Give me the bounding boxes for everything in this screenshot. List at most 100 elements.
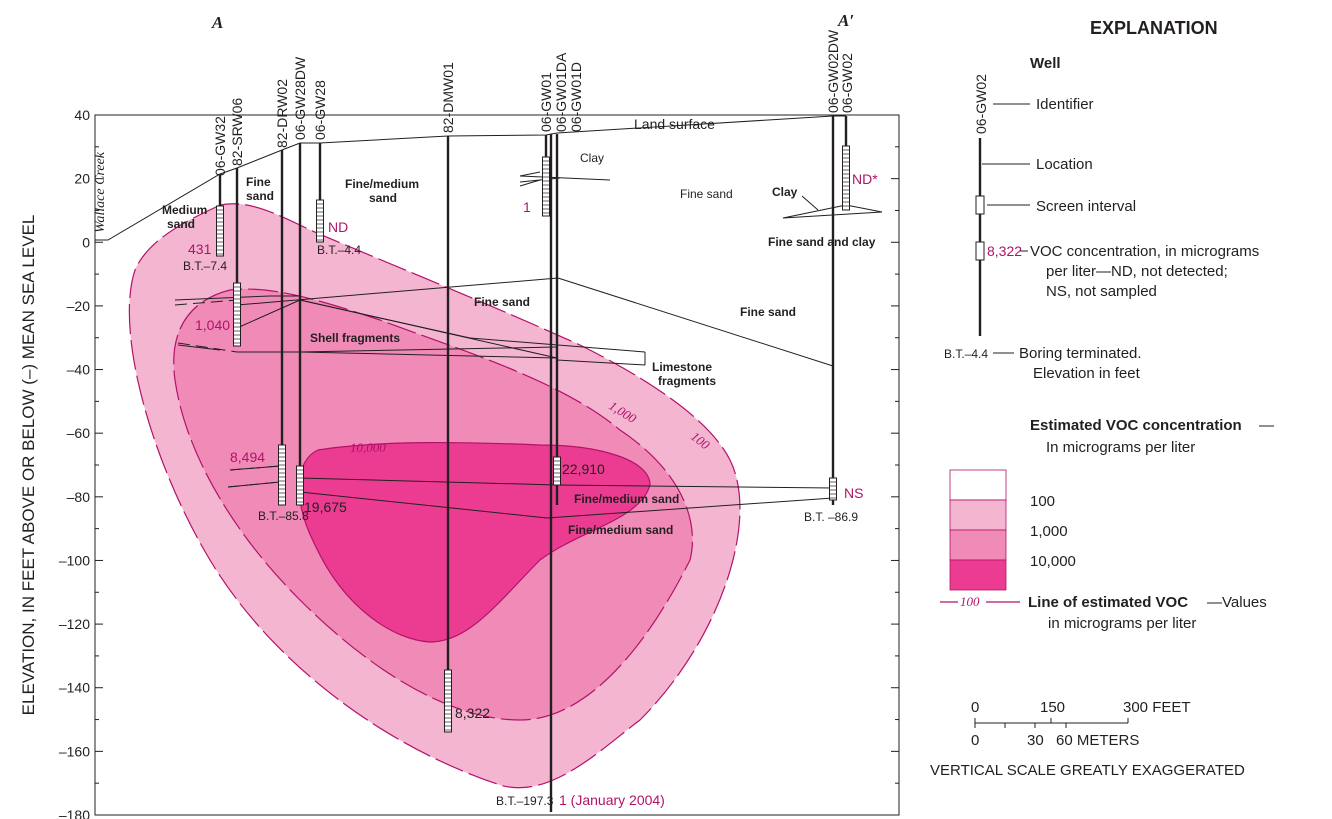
legend-line-sub: in micrograms per liter (1048, 615, 1196, 632)
shell-fragments-label: Shell fragments (310, 331, 400, 345)
medium-sand-label-2: sand (167, 217, 195, 231)
lithology-labels: Land surface Clay Fine sand Clay Fine sa… (162, 116, 876, 537)
screen-interval (829, 477, 837, 501)
well-label-06-gw32: 06-GW32 (212, 116, 228, 176)
well-label-06-gw01: 06-GW01 (538, 72, 554, 132)
conc-82-dmw01: 8,322 (455, 705, 490, 721)
legend-est-heading: Estimated VOC concentration (1030, 417, 1242, 434)
fine-medium-sand-label-2: sand (369, 191, 397, 205)
land-surface-line (95, 115, 846, 241)
y-tick-label: –40 (67, 362, 91, 378)
scale-feet-150: 150 (1040, 699, 1065, 716)
y-tick-label: –160 (59, 743, 90, 759)
y-tick-label: –140 (59, 680, 90, 696)
legend-voc-line3: NS, not sampled (1046, 283, 1157, 300)
isoline-label-10000: 10,000 (350, 440, 386, 455)
lithology-lines (95, 115, 883, 519)
legend-swatch-label: 100 (1030, 493, 1055, 510)
bt-82-drw02: B.T.–85.8 (258, 509, 309, 523)
bt-06-gw28: B.T.–4.4 (317, 243, 361, 257)
legend-line-rest: —Values (1207, 594, 1267, 611)
scale-feet-0: 0 (971, 699, 979, 716)
well-label-82-drw02: 82-DRW02 (274, 79, 290, 148)
scale-bar: 0 150 300 FEET 0 30 60 METERS VERTICAL S… (930, 699, 1245, 779)
conc-82-srw06: 1,040 (195, 317, 230, 333)
scale-meters-60: 60 METERS (1056, 732, 1139, 749)
legend-voc-line2: per liter—ND, not detected; (1046, 263, 1228, 280)
fine-sand-label-2: Fine sand (474, 295, 530, 309)
legend-swatch (949, 559, 1007, 591)
legend-swatch-label: 1,000 (1030, 523, 1068, 540)
fine-sand-left-label-2: sand (246, 189, 274, 203)
screen-intervals (216, 145, 850, 733)
legend-line-value: 100 (960, 594, 980, 609)
y-tick-label: –120 (59, 616, 90, 632)
section-end-label: A′ (837, 11, 854, 30)
legend-conc-box (975, 241, 985, 261)
legend-est-sub: In micrograms per liter (1046, 439, 1195, 456)
screen-interval (296, 465, 304, 506)
bt-06-gw32: B.T.–7.4 (183, 259, 227, 273)
conc-06-gw01: 1 (523, 199, 531, 215)
legend-title: EXPLANATION (1090, 18, 1218, 38)
scale-meters-0: 0 (971, 732, 979, 749)
conc-82-drw02: 8,494 (230, 449, 265, 465)
boring-terminated-labels: B.T.–7.4 B.T.–4.4 B.T.–85.8 B.T.–197.3 B… (183, 243, 858, 808)
conc-06-gw02: ND* (852, 171, 878, 187)
legend-example-conc: 8,322 (987, 243, 1022, 259)
legend-location: Location (1036, 156, 1093, 173)
y-tick-label: –20 (67, 298, 91, 314)
y-tick-label: 20 (74, 171, 90, 187)
legend-est-dash: — (1259, 417, 1274, 434)
clay-label-2: Clay (772, 185, 798, 199)
legend-swatches: 100 1,000 10,000 (949, 469, 1076, 591)
legend-well-heading: Well (1030, 55, 1061, 72)
y-tick-label: 40 (74, 107, 90, 123)
conc-06-gw01d: 1 (January 2004) (559, 792, 665, 808)
limestone-label-1: Limestone (652, 360, 712, 374)
well-label-06-gw02dw: 06-GW02DW (825, 29, 841, 113)
screen-interval (316, 199, 324, 243)
well-label-82-srw06: 82-SRW06 (229, 98, 245, 166)
fine-sand-upper-label: Fine sand (680, 187, 733, 201)
screen-interval (553, 456, 561, 486)
legend-voc-line1: VOC concentration, in micrograms (1030, 243, 1259, 260)
well-label-06-gw28: 06-GW28 (312, 80, 328, 140)
well-label-06-gw02: 06-GW02 (839, 53, 855, 113)
legend-bt-example: B.T.–4.4 (944, 347, 988, 361)
medium-sand-label-1: Medium (162, 203, 207, 217)
fine-medium-sand-label-1: Fine/medium (345, 177, 419, 191)
land-surface-label: Land surface (634, 116, 715, 132)
fine-sand-label-3: Fine sand (740, 305, 796, 319)
screen-interval (216, 205, 224, 257)
well-label-82-dmw01: 82-DMW01 (440, 62, 456, 133)
y-tick-label: –100 (59, 552, 90, 568)
section-start-label: A (211, 13, 223, 32)
well-label-06-gw28dw: 06-GW28DW (292, 56, 308, 140)
well-label-06-gw01d: 06-GW01D (568, 62, 584, 132)
fine-sand-and-clay-label: Fine sand and clay (768, 235, 876, 249)
fine-sand-left-label-1: Fine (246, 175, 271, 189)
legend-identifier: Identifier (1036, 96, 1094, 113)
y-tick-label: –80 (67, 489, 91, 505)
legend-screen-interval: Screen interval (1036, 198, 1136, 215)
conc-06-gw02dw: NS (844, 485, 863, 501)
well-label-06-gw01da: 06-GW01DA (553, 52, 569, 132)
screen-interval (444, 669, 452, 733)
concentration-labels: 431 ND 1,040 8,494 19,675 8,322 1 22,910… (188, 171, 878, 808)
legend-swatch (949, 499, 1007, 531)
legend-bt-line2: Elevation in feet (1033, 365, 1141, 382)
fine-medium-sand-label-3: Fine/medium sand (574, 492, 679, 506)
creek-label: Wallace Creek (93, 151, 108, 233)
screen-interval (542, 156, 550, 217)
zone-10000 (298, 441, 651, 643)
conc-06-gw28: ND (328, 219, 348, 235)
bt-06-gw01d: B.T.–197.3 (496, 794, 554, 808)
well-identifiers: 06-GW32 82-SRW06 82-DRW02 06-GW28DW 06-G… (212, 29, 855, 176)
scale-feet-300: 300 FEET (1123, 699, 1191, 716)
y-axis-ticks: 40 20 0 –20 –40 –60 –80 –100 –120 –140 –160 –180 (59, 107, 899, 819)
dashed-lines (174, 299, 281, 488)
scale-meters-30: 30 (1027, 732, 1044, 749)
y-tick-label: 0 (82, 234, 90, 250)
